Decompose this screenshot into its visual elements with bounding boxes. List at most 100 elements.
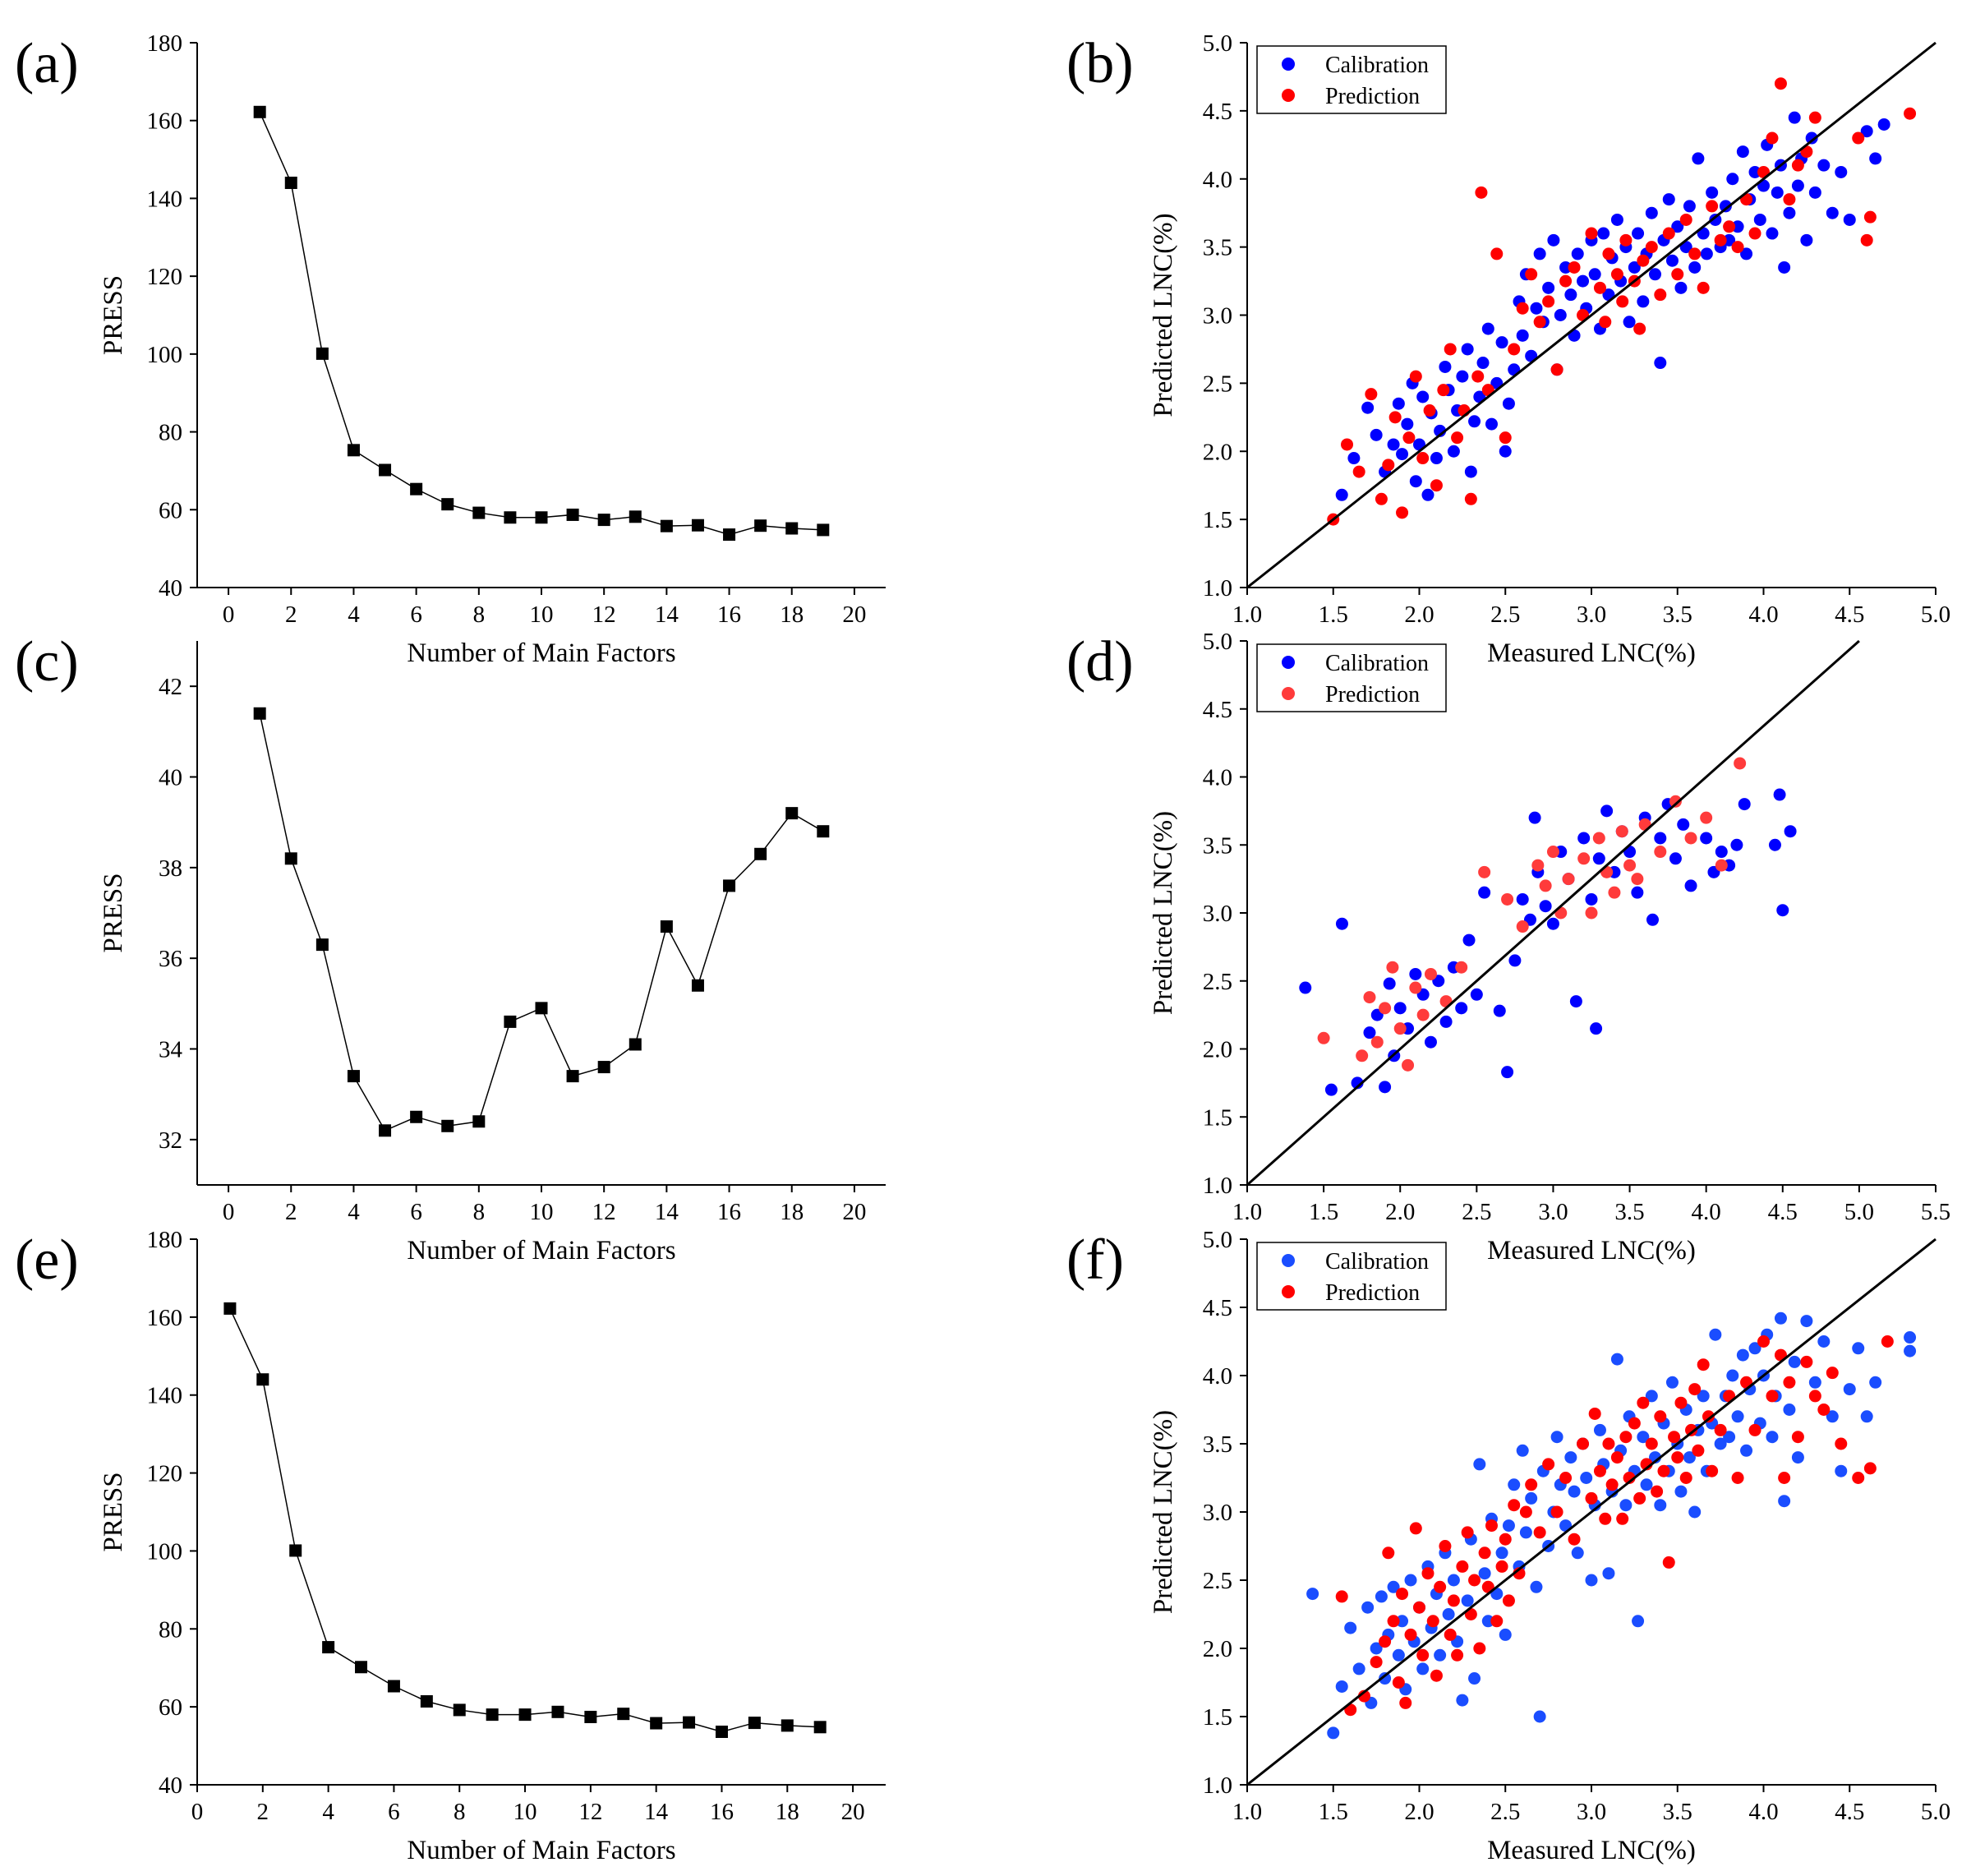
scatter-point: [1788, 1355, 1801, 1368]
scatter-point: [1791, 1431, 1804, 1444]
scatter-point: [1808, 1390, 1821, 1403]
scatter-point: [1502, 397, 1515, 410]
scatter-point: [1409, 1522, 1422, 1535]
y-tick-label: 120: [147, 1461, 183, 1487]
x-tick-label: 5.0: [1921, 1799, 1950, 1825]
legend-marker: [1282, 687, 1295, 700]
scatter-point: [1388, 411, 1402, 424]
scatter-point: [1451, 431, 1464, 445]
scatter-point: [1455, 1002, 1468, 1015]
y-axis-label: PRESS: [99, 873, 128, 952]
scatter-point: [1600, 804, 1614, 818]
x-tick-label: 8: [473, 1199, 486, 1225]
data-point-square: [660, 920, 673, 933]
y-tick-label: 36: [159, 946, 182, 972]
scatter-point: [1684, 832, 1697, 845]
x-axis-label: Measured LNC(%): [1487, 1836, 1696, 1865]
scatter-point: [1766, 1431, 1779, 1444]
x-tick-label: 4: [322, 1799, 334, 1825]
scatter-point: [1356, 1049, 1369, 1062]
data-point-square: [322, 1641, 335, 1654]
scatter-point: [1602, 1567, 1615, 1580]
y-tick-label: 42: [159, 674, 182, 700]
scatter-point: [1409, 967, 1422, 980]
panel-f: (f) 1.0 1.5 2.0 2.5 3.0 3.5 4.0 4.5 5.0 1.0 1.5 2.0 2…: [1066, 1227, 1950, 1865]
x-tick-label: 4: [348, 602, 360, 628]
series-calibration: [1299, 788, 1797, 1096]
scatter-point: [1684, 879, 1697, 892]
scatter-point: [1485, 1519, 1498, 1533]
scatter-point: [1476, 357, 1490, 370]
data-point-square: [472, 1115, 486, 1128]
scatter-point: [1610, 1353, 1623, 1366]
scatter-point: [1392, 397, 1405, 410]
scatter-point: [1646, 913, 1659, 926]
scatter-point: [1657, 1464, 1670, 1477]
scatter-point: [1530, 302, 1543, 315]
scatter-point: [1396, 1615, 1409, 1628]
x-tick-label: 2: [285, 1199, 297, 1225]
scatter-point: [1409, 981, 1422, 994]
scatter-point: [1306, 1588, 1319, 1601]
scatter-point: [1860, 125, 1873, 138]
scatter-point: [1605, 1478, 1619, 1491]
data-point-square: [584, 1710, 597, 1723]
x-tick-label: 4: [348, 1199, 360, 1225]
scatter-point: [1409, 475, 1422, 488]
x-tick-label: 3.0: [1577, 602, 1606, 628]
legend-marker: [1282, 89, 1295, 102]
scatter-point: [1852, 131, 1865, 145]
scatter-point: [1599, 316, 1612, 329]
scatter-point: [1430, 452, 1443, 465]
scatter-point: [1416, 1662, 1430, 1675]
scatter-point: [1599, 1512, 1612, 1525]
x-tick-label: 6: [410, 1199, 422, 1225]
scatter-point: [1550, 363, 1563, 376]
scatter-point: [1723, 233, 1736, 247]
data-point-square: [504, 1015, 517, 1028]
scatter-point: [1688, 260, 1702, 274]
scatter-point: [1719, 200, 1732, 213]
scatter-point: [1475, 186, 1488, 199]
scatter-point: [1631, 886, 1644, 899]
scatter-point: [1495, 336, 1508, 349]
scatter-point: [1628, 260, 1641, 274]
y-tick-label: 40: [159, 1772, 182, 1799]
scatter-point: [1723, 1431, 1736, 1444]
scatter-point: [1499, 431, 1512, 445]
scatter-point: [1616, 295, 1629, 308]
data-point-square: [566, 1070, 579, 1083]
scatter-point: [1863, 210, 1877, 224]
scatter-point: [1748, 1423, 1761, 1436]
scatter-point: [1585, 227, 1598, 240]
scatter-point: [1791, 179, 1804, 192]
data-point-square: [289, 1544, 302, 1557]
scatter-point: [1869, 152, 1882, 165]
scatter-point: [1645, 241, 1658, 254]
scatter-point: [1363, 991, 1376, 1004]
scatter-point: [1835, 165, 1848, 178]
scatter-point: [1564, 288, 1577, 302]
scatter-point: [1692, 152, 1705, 165]
data-point-square: [355, 1661, 368, 1674]
scatter-point: [1633, 1491, 1646, 1505]
scatter-point: [1437, 384, 1450, 397]
scatter-point: [1421, 488, 1435, 501]
scatter-point: [1464, 492, 1477, 505]
y-tick-label: 3.0: [1203, 303, 1232, 330]
y-tick-label: 38: [159, 855, 182, 882]
scatter-point: [1679, 1472, 1692, 1484]
scatter-point: [1335, 1680, 1348, 1693]
scatter-point: [1631, 873, 1644, 886]
scatter-point: [1783, 206, 1796, 219]
x-tick-label: 2: [257, 1799, 269, 1825]
x-tick-label: 2.5: [1462, 1199, 1491, 1225]
y-tick-label: 2.0: [1203, 1636, 1232, 1662]
y-tick-label: 1.5: [1203, 507, 1232, 533]
scatter-point: [1361, 1601, 1375, 1614]
scatter-point: [1679, 213, 1692, 226]
scatter-point: [1456, 1694, 1469, 1707]
scatter-point: [1508, 1478, 1521, 1491]
scatter-point: [1835, 1437, 1848, 1450]
scatter-point: [1375, 492, 1388, 505]
